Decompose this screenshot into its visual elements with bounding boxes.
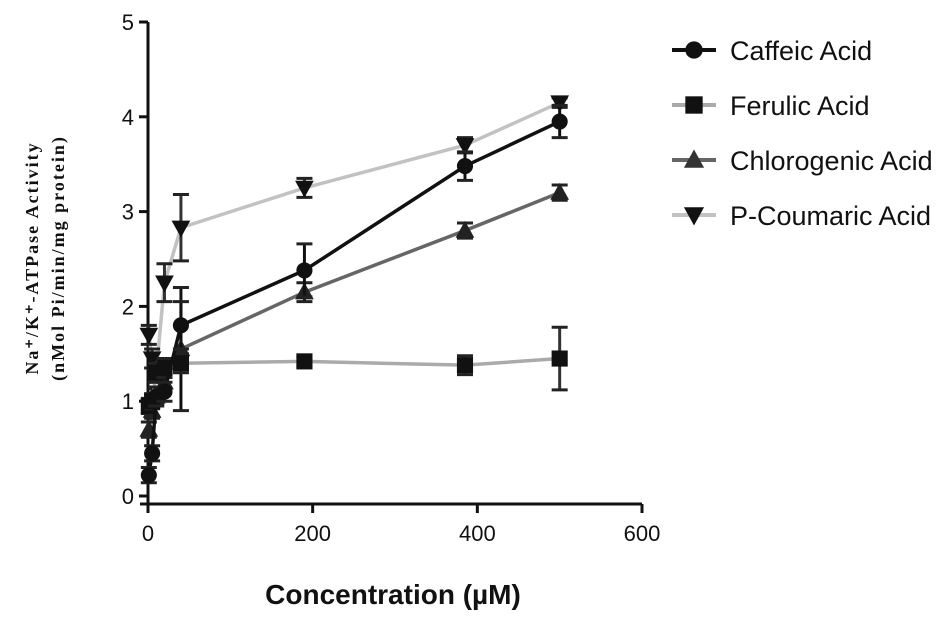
legend-marker <box>685 96 703 114</box>
x-tick-label: 200 <box>294 521 331 546</box>
y-tick-label: 0 <box>122 484 134 509</box>
x-tick-label: 0 <box>142 521 154 546</box>
data-point <box>551 350 568 367</box>
x-tick-label: 400 <box>459 521 496 546</box>
data-point <box>455 220 475 238</box>
legend-marker <box>683 149 705 168</box>
x-axis-label: Concentration (µM) <box>265 579 521 610</box>
data-point <box>172 317 189 334</box>
legend-label: Ferulic Acid <box>730 91 870 121</box>
data-point <box>172 355 189 372</box>
data-point <box>171 220 191 238</box>
data-point <box>139 327 159 345</box>
data-point <box>550 95 570 113</box>
legend-item: Caffeic Acid <box>672 36 872 66</box>
legend-item: P-Coumaric Acid <box>672 201 931 231</box>
y-axis-label-line1: Na⁺/K⁺-ATPase Activity <box>22 141 42 374</box>
data-point <box>551 113 568 130</box>
data-point <box>456 158 474 175</box>
legend-label: P-Coumaric Acid <box>730 201 931 231</box>
legend-marker <box>685 41 703 59</box>
data-point <box>550 182 570 200</box>
data-point <box>296 262 313 279</box>
legend-item: Chlorogenic Acid <box>672 146 933 176</box>
data-point <box>296 353 313 370</box>
series-layer <box>139 95 570 485</box>
y-tick-label: 3 <box>122 200 134 225</box>
legend-label: Caffeic Acid <box>730 36 872 66</box>
legend: Caffeic Acid Ferulic Acid Chlorogenic Acid… <box>672 36 933 231</box>
y-axis-label-line2: (nMol Pi/min/mg protein) <box>48 135 69 381</box>
data-point <box>156 383 173 400</box>
x-tick-label: 600 <box>624 521 661 546</box>
series-caffeic-acid <box>140 103 568 485</box>
axes: 0 1 2 3 4 5 0 200 400 600 <box>122 10 661 546</box>
data-point <box>455 138 475 155</box>
data-point <box>144 445 161 462</box>
y-tick-label: 5 <box>122 10 134 35</box>
legend-label: Chlorogenic Acid <box>730 146 933 176</box>
data-point <box>140 467 157 484</box>
y-tick-label: 2 <box>122 294 134 319</box>
legend-marker <box>683 207 705 226</box>
y-tick-label: 1 <box>122 389 134 414</box>
data-point <box>155 275 174 293</box>
data-point <box>295 180 314 198</box>
data-point <box>142 351 162 369</box>
legend-item: Ferulic Acid <box>672 91 870 121</box>
series-line <box>147 119 561 476</box>
y-tick-label: 4 <box>122 105 134 130</box>
series-ferulic-acid <box>140 325 568 416</box>
series-line <box>147 356 560 407</box>
data-point <box>456 357 474 374</box>
y-axis-label: Na⁺/K⁺-ATPase Activity (nMol Pi/min/mg p… <box>22 135 69 381</box>
